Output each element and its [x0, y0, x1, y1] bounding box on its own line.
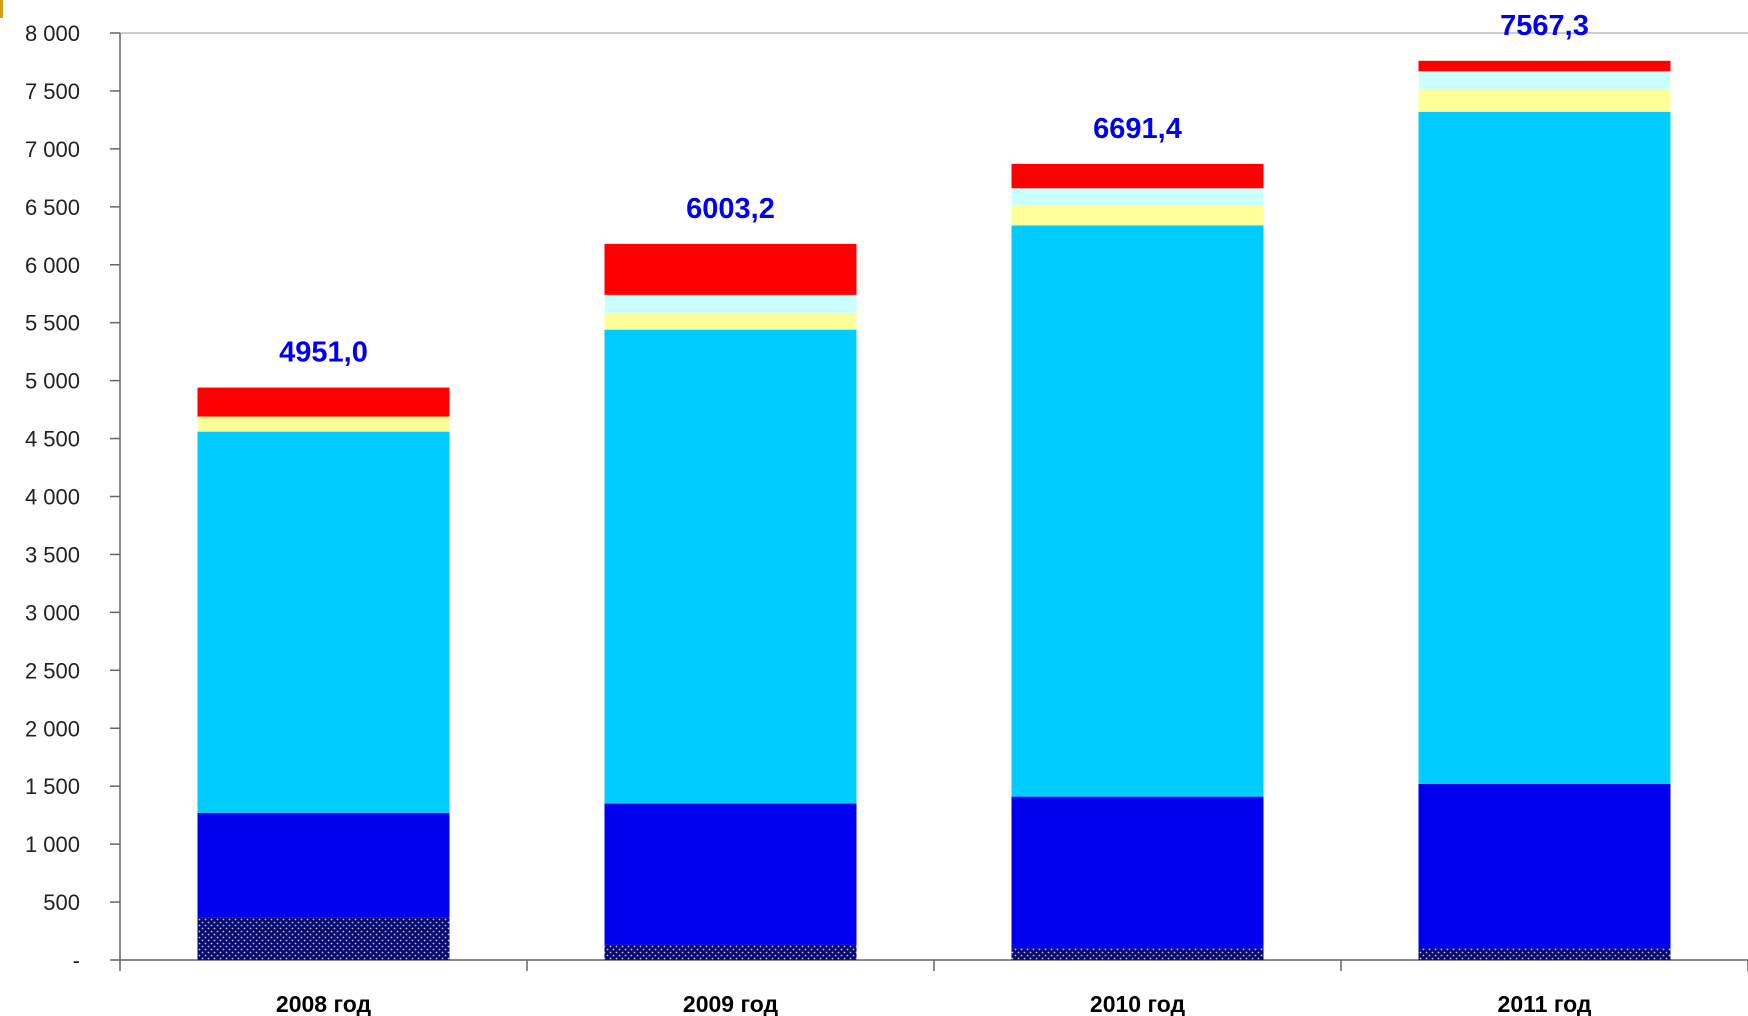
- bar-segment: [1011, 205, 1264, 226]
- y-tick-label: 8 000: [25, 21, 80, 46]
- y-tick-label: 500: [43, 890, 80, 915]
- bar-segment: [1011, 163, 1264, 189]
- y-tick-label: 2 500: [25, 658, 80, 683]
- bar-segment: [604, 944, 857, 960]
- y-tick-label: 5 000: [25, 369, 80, 394]
- x-tick-label: 2010 год: [1090, 991, 1186, 1016]
- bar-segment: [1418, 89, 1671, 112]
- bar-segment: [1011, 188, 1264, 206]
- plot-area: - 500 1 000 1 500 2 000 2 500 3 000 3 500 4 000 4…: [25, 10, 1748, 1016]
- y-tick-label: 2 000: [25, 716, 80, 741]
- bar-segment: [1011, 225, 1264, 797]
- bar-segment: [197, 812, 450, 918]
- y-tick-label: 7 500: [25, 79, 80, 104]
- x-tick-label: 2011 год: [1498, 991, 1592, 1016]
- bar-segment: [1418, 948, 1671, 960]
- bar-segment: [604, 294, 857, 314]
- y-tick-label: 3 500: [25, 542, 80, 567]
- y-tick-label: 1 000: [25, 832, 80, 857]
- bar-segment: [604, 313, 857, 330]
- y-tick-label: 7 000: [25, 137, 80, 162]
- corner-mark: [0, 0, 3, 18]
- y-tick-label: 6 000: [25, 253, 80, 278]
- total-label: 4951,0: [279, 337, 368, 369]
- y-tick-label: 6 500: [25, 195, 80, 220]
- bar-segment: [1418, 111, 1671, 784]
- y-tick-label: 3 000: [25, 600, 80, 625]
- bar-segment: [1418, 60, 1671, 72]
- x-tick-label: 2009 год: [683, 991, 779, 1016]
- y-tick-label: 1 500: [25, 774, 80, 799]
- bar-segment: [1011, 796, 1264, 949]
- bar-segment: [604, 329, 857, 804]
- bar-segment: [197, 917, 450, 960]
- x-tick-label: 2008 год: [276, 991, 372, 1016]
- y-tick-label: 4 500: [25, 427, 80, 452]
- y-tick-label: 4 000: [25, 485, 80, 510]
- bar-segment: [1418, 71, 1671, 90]
- total-label: 6691,4: [1093, 113, 1182, 145]
- bar-segment: [604, 803, 857, 945]
- bar-segment: [197, 416, 450, 432]
- total-label: 7567,3: [1500, 10, 1589, 42]
- y-tick-label: -: [73, 948, 80, 973]
- bar-segment: [1011, 948, 1264, 960]
- bar-segment: [604, 243, 857, 295]
- bar-segment: [1418, 783, 1671, 949]
- bar-segment: [197, 431, 450, 813]
- bar-segment: [197, 387, 450, 417]
- y-tick-label: 5 500: [25, 311, 80, 336]
- total-label: 6003,2: [686, 193, 775, 225]
